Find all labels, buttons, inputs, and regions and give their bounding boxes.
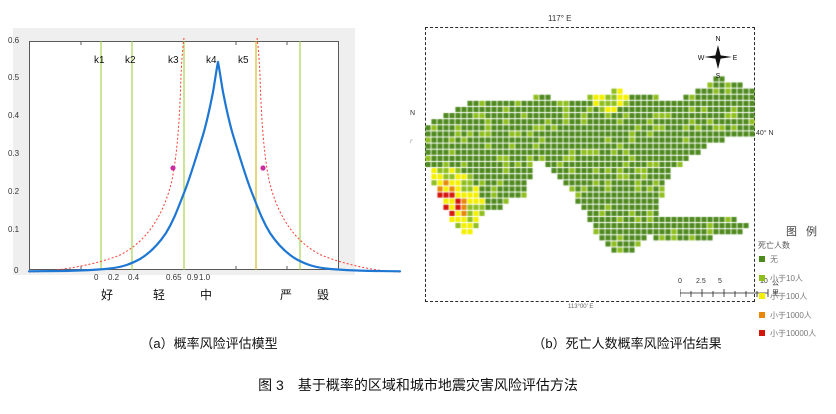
svg-text:W: W [698, 55, 705, 62]
svg-text:N: N [715, 36, 720, 43]
svg-text:S: S [716, 73, 721, 80]
svg-text:E: E [733, 55, 738, 62]
svg-text:r: r [410, 137, 413, 145]
